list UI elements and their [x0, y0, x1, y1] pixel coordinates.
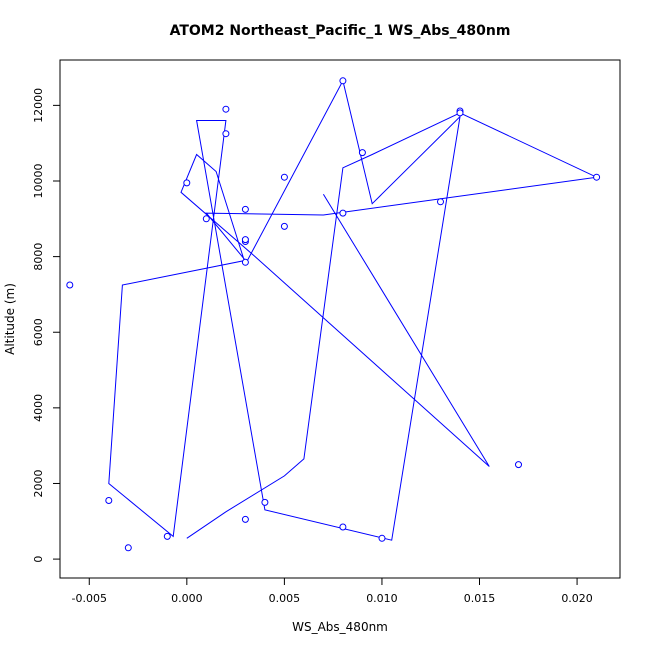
data-point: [280, 222, 288, 230]
data-point: [593, 173, 601, 181]
data-point: [222, 105, 230, 113]
y-tick-label: 2000: [32, 469, 45, 497]
data-point: [241, 205, 249, 213]
y-tick-label: 8000: [32, 243, 45, 271]
data-point: [124, 544, 132, 552]
data-point: [261, 498, 269, 506]
x-tick-label: 0.020: [561, 592, 593, 605]
x-tick-label: 0.000: [171, 592, 203, 605]
y-axis: 0 2000 4000 6000 8000 10000 12000: [32, 88, 61, 563]
data-point: [66, 281, 74, 289]
data-point: [339, 523, 347, 531]
y-tick-label: 0: [32, 556, 45, 563]
data-point: [437, 198, 444, 206]
chart-title: ATOM2 Northeast_Pacific_1 WS_Abs_480nm: [170, 23, 511, 39]
data-point: [280, 173, 288, 181]
data-point: [202, 215, 210, 223]
y-tick-label: 6000: [32, 318, 45, 346]
series-points: [66, 77, 601, 552]
data-point: [222, 130, 230, 138]
data-point: [163, 532, 171, 540]
x-tick-label: 0.005: [269, 592, 301, 605]
y-axis-label: Altitude (m): [3, 283, 17, 355]
x-tick-label: 0.010: [366, 592, 398, 605]
data-point: [183, 179, 191, 187]
x-tick-label: 0.015: [464, 592, 496, 605]
x-tick-label: -0.005: [72, 592, 107, 605]
y-tick-label: 10000: [32, 163, 45, 198]
x-axis-label: WS_Abs_480nm: [292, 620, 388, 634]
series-line: [108, 79, 599, 541]
data-point: [378, 534, 386, 542]
y-tick-label: 4000: [32, 394, 45, 422]
data-point: [339, 77, 347, 85]
data-point: [241, 258, 249, 266]
data-point: [241, 236, 249, 244]
data-point: [339, 209, 347, 217]
data-point: [515, 461, 522, 469]
data-point: [456, 109, 464, 117]
data-point: [105, 497, 113, 504]
data-point: [358, 149, 366, 157]
data-point: [241, 515, 249, 523]
plot-frame: [59, 59, 621, 579]
y-tick-label: 12000: [32, 88, 45, 123]
x-axis: -0.005 0.000 0.005 0.010 0.015 0.020: [72, 577, 593, 605]
